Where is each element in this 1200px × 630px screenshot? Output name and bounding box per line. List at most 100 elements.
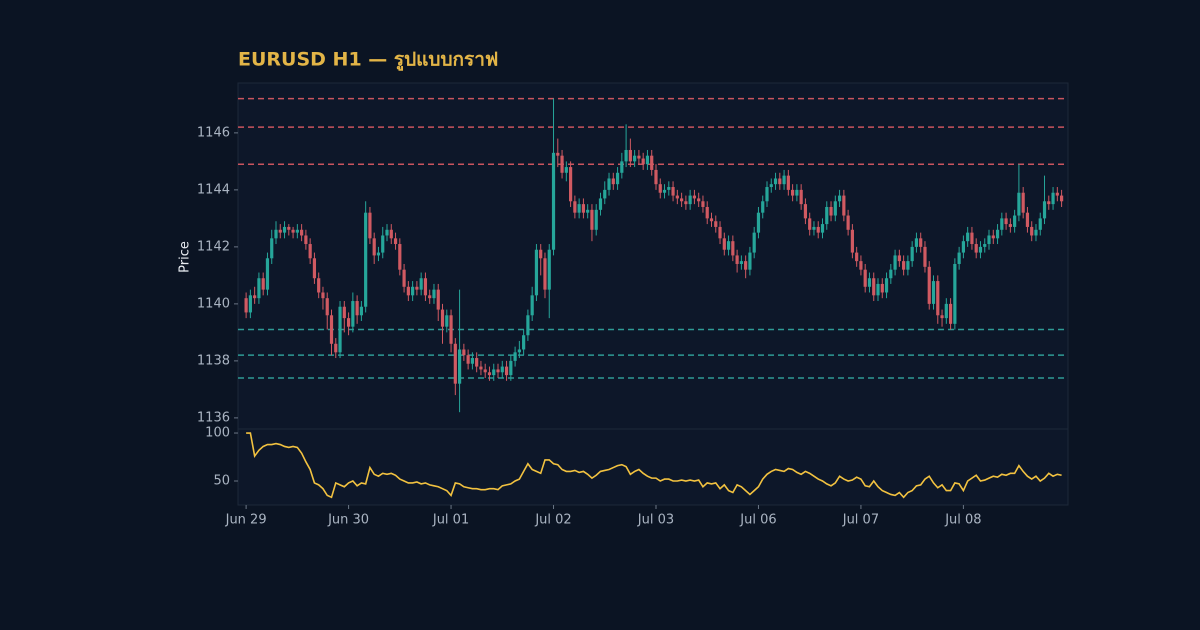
x-tick-label: Jul 06 (739, 513, 776, 528)
y-tick-label: 100 (205, 426, 230, 441)
candle-body (688, 195, 692, 205)
candle-body (385, 229, 389, 236)
candle-body (722, 238, 726, 250)
candle-body (833, 201, 837, 216)
candle-body (726, 241, 731, 250)
candle-body (884, 278, 889, 293)
candle-body (735, 255, 739, 264)
candle-body (428, 295, 432, 299)
candle-body (445, 315, 449, 327)
candle-body (714, 221, 718, 227)
candle-body (927, 266, 931, 304)
candle-body (577, 204, 581, 213)
candle-body (808, 218, 812, 230)
candle-body (1034, 229, 1038, 236)
candle-body (513, 352, 517, 361)
candle-body (329, 315, 334, 344)
candle-body (1038, 218, 1042, 230)
candle-body (936, 281, 940, 316)
candle-body (812, 226, 816, 230)
candle-body (440, 309, 445, 327)
candle-body (295, 229, 299, 233)
candle-body (598, 198, 603, 210)
candle-body (376, 252, 381, 256)
candle-body (675, 195, 679, 199)
candle-body (603, 189, 607, 199)
candle-body (560, 155, 564, 173)
candle-body (321, 292, 325, 299)
candle-body (278, 229, 282, 233)
candle-body (1017, 192, 1021, 216)
candle-body (381, 235, 385, 253)
candle-body (978, 246, 983, 253)
candle-body (897, 255, 901, 262)
candle-body (765, 187, 769, 202)
candle-body (551, 152, 556, 250)
candle-body (581, 204, 586, 213)
candle-body (709, 218, 714, 222)
candle-body (662, 189, 667, 193)
candle-body (432, 289, 436, 299)
candle-body (1042, 201, 1047, 219)
x-tick-label: Jul 03 (637, 513, 674, 528)
candle-body (731, 241, 735, 256)
candle-body (799, 189, 803, 205)
candle-body (863, 269, 867, 287)
y-tick-label: 1140 (197, 296, 230, 311)
candle-body (654, 169, 658, 185)
candle-body (667, 187, 671, 190)
candle-body (680, 198, 684, 202)
candle-body (530, 295, 534, 316)
y-tick-label: 1136 (197, 410, 230, 425)
candle-body (364, 212, 368, 307)
candle-body (312, 258, 317, 279)
indicator-panel (237, 428, 1069, 506)
candle-body (590, 209, 594, 230)
x-tick-label: Jun 30 (327, 513, 369, 528)
candle-body (953, 263, 957, 324)
candle-body (415, 286, 419, 290)
candle-body (628, 149, 632, 162)
candle-body (923, 246, 927, 267)
candle-body (257, 278, 261, 299)
candle-body (795, 189, 799, 196)
candle-body (500, 366, 504, 373)
candle-body (1055, 192, 1059, 196)
candle-body (457, 349, 462, 384)
candle-body (522, 335, 526, 350)
candle-body (338, 306, 342, 353)
y-tick-label: 1142 (197, 239, 230, 254)
candle-body (991, 235, 995, 239)
candle-body (633, 155, 637, 162)
candle-body (1047, 201, 1051, 205)
candle-body (1059, 195, 1064, 202)
candle-body (744, 261, 748, 270)
candle-body (325, 298, 329, 316)
candle-body (637, 155, 641, 159)
candle-body (692, 195, 697, 199)
candle-body (492, 369, 496, 376)
candle-body (483, 369, 487, 373)
candle-body (351, 301, 355, 327)
candle-body (931, 281, 936, 304)
candle-body (919, 238, 923, 247)
candle-body (611, 178, 615, 185)
candle-body (872, 278, 876, 296)
chart-title: EURUSD H1 — รูปแบบกราฟ (238, 49, 498, 72)
candle-body (1013, 215, 1017, 227)
candle-body (517, 349, 521, 353)
x-tick-label: Jul 07 (842, 513, 879, 528)
candle-body (586, 209, 590, 213)
candle-body (453, 343, 457, 384)
candle-body (650, 155, 654, 170)
candle-body (1025, 212, 1030, 227)
candle-body (701, 201, 705, 207)
y-tick-label: 1138 (197, 353, 230, 368)
candle-body (867, 278, 872, 287)
candle-body (526, 315, 530, 336)
candle-body (261, 278, 265, 290)
candle-body (782, 175, 786, 185)
candle-body (944, 303, 948, 319)
candle-body (393, 238, 398, 245)
